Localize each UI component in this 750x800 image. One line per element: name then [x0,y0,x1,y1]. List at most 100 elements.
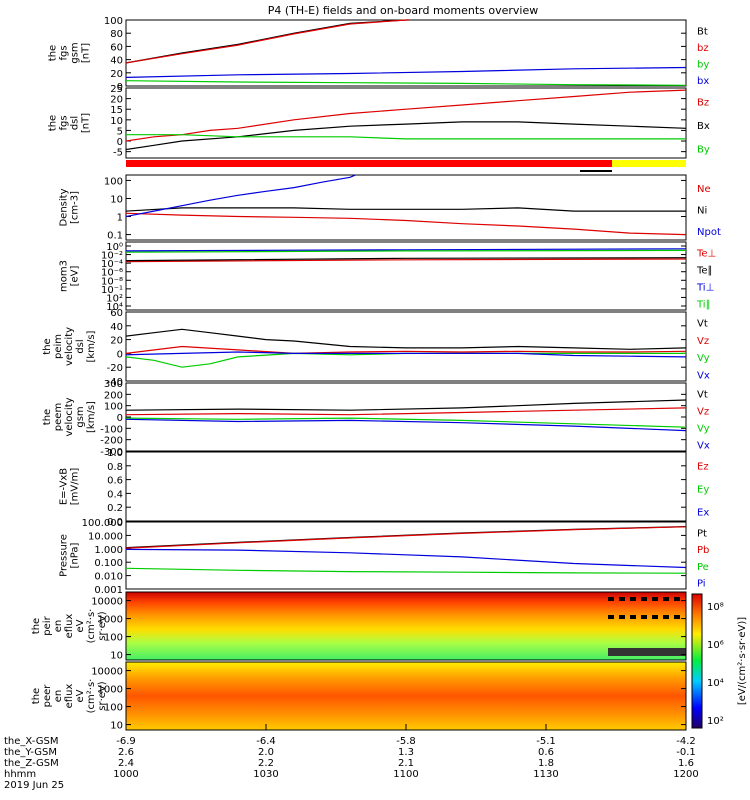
series-Vx [125,351,687,358]
y-axis-label-line: eflux [64,614,75,639]
legend-Vy: Vy [697,353,710,364]
y-tick-label: 0.1 [107,231,123,242]
x-row-value: -4.2 [676,736,696,747]
y-axis-label-line: gsm [75,406,86,427]
y-tick-label: 300 [104,379,123,390]
panel-frame [125,241,687,311]
series-By [126,134,686,140]
legend-Vx: Vx [697,370,710,381]
y-tick-label: 0 [117,82,123,93]
x-row-name: hhmm [4,769,36,780]
series-Vx [125,418,687,432]
y-axis-label-line: the [42,409,53,425]
spectrogram-noise [674,615,680,619]
legend-Vt: Vt [697,390,708,401]
x-row-value: 1030 [253,769,278,780]
panel-frame [125,451,687,522]
series-Vt [125,328,687,350]
y-axis-label: the fgs gsm [nT] [48,42,92,63]
y-tick-label: 10² [106,293,123,304]
y-axis-label-line: peer [42,684,53,708]
y-tick-label: 25 [110,84,123,95]
legend-Bx: Bx [697,121,710,132]
series-Pi [125,548,687,569]
legend-Pt: Pt [697,528,707,539]
colorbar-tick-label: 10⁶ [707,640,724,651]
y-tick-label: 1000 [98,615,123,626]
y-axis-label-line: E=-VxB [59,468,70,505]
colorbar-label: [eV/(cm²·s·sr·eV)] [737,617,748,705]
y-tick-label: 100 [104,402,123,413]
legend-Ti∥: Ti∥ [696,300,711,311]
spectrogram-noise [630,615,636,619]
y-axis-label-line: gsm [70,42,81,63]
plot-title: P4 (TH-E) fields and on-board moments ov… [268,4,539,17]
series-Bz [125,89,687,142]
y-tick-label: 10⁰ [106,242,123,253]
y-tick-label: 10000 [91,667,123,678]
spectrogram-noise [630,597,636,601]
series-Vz [125,407,687,416]
y-axis-label-line: (cm²·s· [86,679,97,714]
spectrogram-noise [608,597,614,601]
y-axis-label-line: [eV] [70,266,81,287]
y-tick-label: -300 [100,447,123,458]
y-axis-label-line: peir [42,615,53,635]
legend-Pe: Pe [697,562,709,573]
y-tick-label: 10000 [91,597,123,608]
panel-1: 0 20 40 60 80 100 the fgs gsm [nT] Bt bz by bx [48,16,710,93]
y-axis-label-line: fgs [59,45,70,60]
y-tick-label: 10 [110,651,123,662]
series-Pb [125,526,687,549]
panel-frame [125,591,687,661]
legend-Ni: Ni [697,206,707,217]
series-bx [125,66,687,78]
y-tick-label: 10⁴ [106,302,123,313]
spectrogram-noise [674,597,680,601]
series-Vz [125,345,687,355]
y-tick-label: 0.4 [107,489,123,500]
y-axis-label-line: (cm²·s· [86,609,97,644]
y-axis-label-line: peem [53,403,64,431]
series-Ti⊥ [125,248,687,252]
spectrogram-noise [663,597,669,601]
y-tick-label: 10⁻¹ [101,285,123,296]
spectrogram-1 [126,592,686,660]
x-row-value: 2.1 [398,758,414,769]
y-axis-label-line: mom3 [59,260,70,292]
y-axis-label-line: eV [75,689,86,702]
legend-Vx: Vx [697,441,710,452]
x-row-value: 2.6 [118,747,134,758]
legend-Vy: Vy [697,424,710,435]
panel-frame [125,521,687,590]
y-tick-label: 0 [117,137,123,148]
y-axis-label-line: [nT] [81,43,92,63]
legend-by: by [697,59,709,70]
spectrogram-noise [619,615,625,619]
x-row-value: 2.0 [258,747,274,758]
series-Pe [125,567,687,574]
y-axis-label-line: the [42,338,53,354]
colorbar-tick-label: 10² [707,716,724,727]
series-Te∥ [125,257,687,262]
y-tick-label: 0.8 [107,462,123,473]
y-axis-label-line: en [53,620,64,633]
x-row-value: 2.4 [118,758,134,769]
x-row-value: -6.9 [116,736,136,747]
y-axis-label-line: [km/s] [86,401,97,433]
y-tick-label: -5 [113,148,123,159]
y-axis-label-line: peim [53,334,64,359]
y-axis-label: the peir en eflux eV (cm²·s· sr·eV) [31,609,108,644]
y-axis-label: Pressure [nPa] [59,534,81,577]
legend-Pi: Pi [697,579,706,590]
date-label: 2019 Jun 25 [4,780,64,791]
spectrogram-noise [608,615,614,619]
y-tick-label: 10⁻⁴ [101,259,123,270]
legend-Vt: Vt [697,319,708,330]
y-axis-label-line: [mV/m] [70,468,81,506]
series-Bx [125,121,687,151]
